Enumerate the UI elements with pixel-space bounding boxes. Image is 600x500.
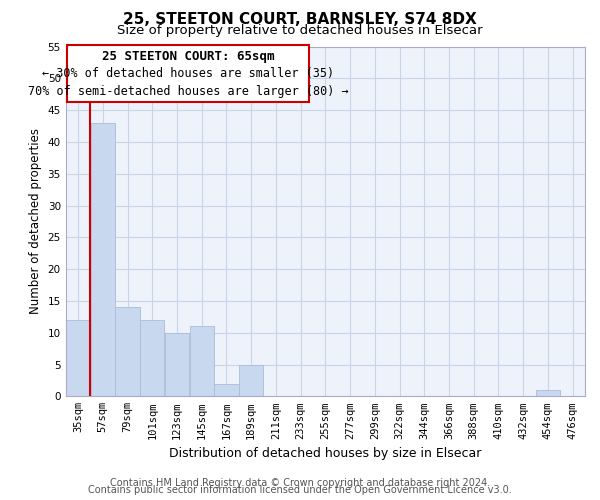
Bar (115, 308, 140, 396)
Text: ← 30% of detached houses are smaller (35): ← 30% of detached houses are smaller (35… (42, 68, 334, 80)
Text: Contains HM Land Registry data © Crown copyright and database right 2024.: Contains HM Land Registry data © Crown c… (110, 478, 490, 488)
Y-axis label: Number of detached properties: Number of detached properties (29, 128, 42, 314)
Bar (536, 390, 560, 396)
Bar (140, 320, 164, 396)
Bar (239, 364, 263, 396)
Bar (190, 326, 214, 396)
FancyBboxPatch shape (67, 45, 309, 102)
Bar (214, 384, 239, 396)
Text: Contains public sector information licensed under the Open Government Licence v3: Contains public sector information licen… (88, 485, 512, 495)
Bar (66, 320, 90, 396)
Bar (91, 123, 115, 396)
Text: 25 STEETON COURT: 65sqm: 25 STEETON COURT: 65sqm (102, 50, 274, 64)
X-axis label: Distribution of detached houses by size in Elsecar: Distribution of detached houses by size … (169, 447, 482, 460)
Text: 25, STEETON COURT, BARNSLEY, S74 8DX: 25, STEETON COURT, BARNSLEY, S74 8DX (123, 12, 477, 28)
Text: Size of property relative to detached houses in Elsecar: Size of property relative to detached ho… (117, 24, 483, 37)
Bar (165, 332, 189, 396)
Text: 70% of semi-detached houses are larger (80) →: 70% of semi-detached houses are larger (… (28, 84, 349, 98)
